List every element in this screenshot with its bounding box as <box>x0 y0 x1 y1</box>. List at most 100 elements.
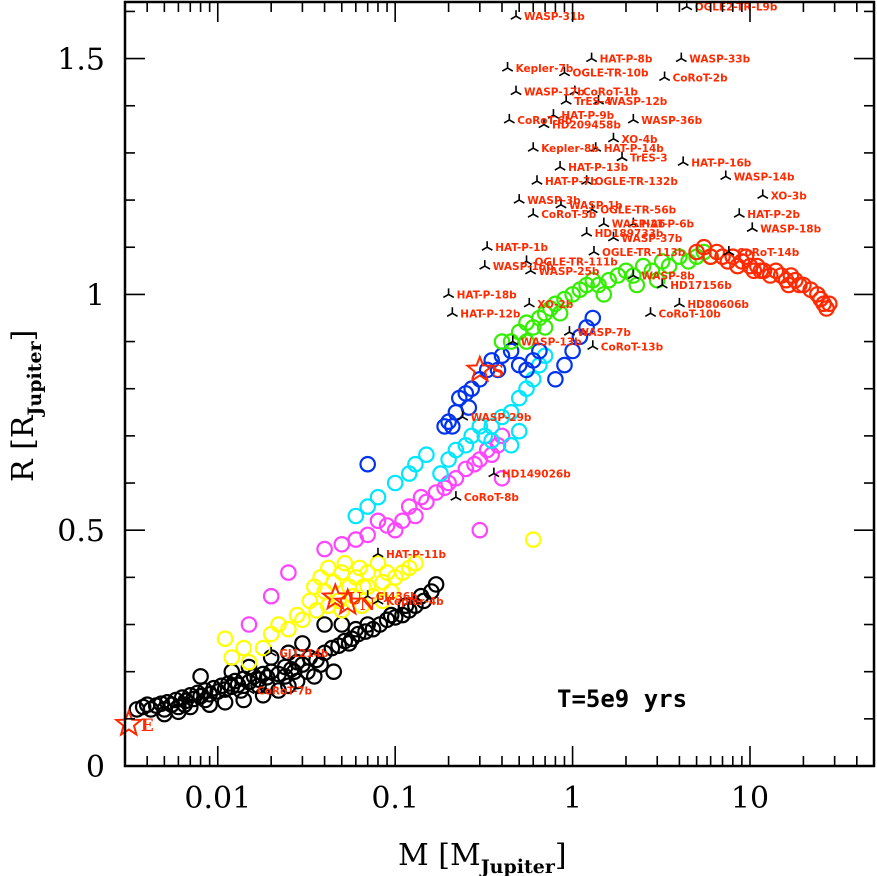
known-planet-marker-30 <box>746 222 758 233</box>
solar-planet-marker-3 <box>464 354 495 383</box>
known-planet-marker-15 <box>607 132 620 143</box>
known-planet-marker-17 <box>527 142 539 152</box>
known-planet-marker-36 <box>588 245 600 256</box>
known-planet-labels: OGLE2-TR-L9b WASP-31b HAT-P-8b WASP-33b Kepl… <box>257 2 822 698</box>
series-2-point-27 <box>493 469 511 487</box>
series-1-point-2 <box>240 653 258 671</box>
known-planet-label-22: OGLE-TR-132b <box>595 176 679 188</box>
known-planet-label-57: GJ1214b <box>279 648 329 660</box>
known-planet-marker-13 <box>503 113 515 124</box>
series-1-point-36 <box>270 616 287 633</box>
solar-planet-label-0: E <box>141 716 154 736</box>
known-planet-marker-22 <box>581 175 593 185</box>
known-planet-marker-20 <box>554 161 566 171</box>
series-6-point-8 <box>733 253 751 270</box>
series-2-point-26 <box>471 521 489 539</box>
known-planet-marker-9 <box>592 95 605 105</box>
series-0-point-84 <box>397 597 415 614</box>
known-planet-label-24: XO-3b <box>771 190 808 202</box>
series-0-point-79 <box>299 663 316 680</box>
known-planet-marker-54 <box>372 547 384 558</box>
series-1-point-0 <box>216 630 234 647</box>
series-3-point-12 <box>471 418 489 435</box>
known-planet-label-10: TrES-4 <box>574 96 612 108</box>
known-planet-marker-19 <box>677 156 689 167</box>
known-planet-marker-5 <box>558 66 571 77</box>
known-planet-label-21: WASP-14b <box>734 172 795 184</box>
series-0-point-74 <box>201 696 218 713</box>
y-tick-label-0: 0 <box>86 750 105 785</box>
known-planet-label-1: WASP-31b <box>524 11 585 23</box>
known-planet-marker-32 <box>598 217 610 228</box>
known-planet-label-33: HD189733b <box>595 228 664 240</box>
known-planet-label-31: HAT-P-6b <box>641 219 694 231</box>
series-0-point-78 <box>280 677 297 695</box>
series-2-point-20 <box>466 455 483 473</box>
known-planet-label-49: WASP-13b <box>521 337 582 349</box>
axes: 0.01 0.1 1 10 0 0.5 1 1.5 <box>57 2 875 816</box>
solar-planet-marker-2 <box>332 586 363 616</box>
solar-planet-marker-0 <box>113 708 144 737</box>
series-0-point-29 <box>245 668 263 685</box>
plot-frame <box>123 0 876 768</box>
known-planet-label-11: HAT-P-9b <box>561 110 614 122</box>
y-axis-title-main: R [R <box>6 414 41 482</box>
series-1-point-1 <box>223 649 241 666</box>
x-tick-label-2: 1 <box>563 781 582 816</box>
series-5-point-6 <box>542 300 559 317</box>
known-planet-label-26: WASP-1b <box>569 200 623 212</box>
known-planet-label-44: XO-2b <box>537 299 574 311</box>
series-5-point-17 <box>624 267 642 284</box>
known-planet-label-56: Kepler-4b <box>386 596 444 608</box>
series-2-point-25 <box>493 427 511 445</box>
series-2-point-8 <box>378 517 396 534</box>
series-4-point-24 <box>460 399 478 416</box>
x-axis-title-sub: Jupiter <box>479 856 556 876</box>
known-planet-markers <box>243 0 769 695</box>
known-planet-label-32: WASP-2b <box>612 219 666 231</box>
known-planet-label-41: WASP-8b <box>641 271 695 283</box>
series-5-point-19 <box>643 262 661 280</box>
known-planet-label-53: CoRoT-8b <box>464 492 520 504</box>
known-planet-marker-10 <box>560 95 572 105</box>
known-planet-label-52: HD149026b <box>502 469 571 481</box>
series-1-point-23 <box>369 554 387 572</box>
known-planet-label-5: OGLE-TR-10b <box>573 68 649 80</box>
series-5-point-29 <box>551 304 569 322</box>
series-6-point-7 <box>729 257 746 275</box>
series-0-point-63 <box>294 635 311 652</box>
known-planet-label-38: OGLE-TR-111b <box>535 256 619 268</box>
known-planet-label-6: CoRoT-2b <box>673 73 729 85</box>
series-0-point-82 <box>359 616 376 633</box>
series-3-point-8 <box>440 451 457 468</box>
series-1-point-4 <box>262 625 280 643</box>
series-1-point-5 <box>280 620 297 638</box>
series-6-point-27 <box>737 248 755 266</box>
known-planet-label-40: WASP-25b <box>539 266 600 278</box>
series-3-point-7 <box>432 465 449 482</box>
series-3-point-22 <box>502 436 520 454</box>
known-planet-label-9: WASP-12b <box>607 96 668 108</box>
known-planet-label-2: HAT-P-8b <box>600 54 653 66</box>
series-3-point-24 <box>510 422 528 440</box>
series-5-point-28 <box>536 319 554 336</box>
series-2-point-13 <box>412 488 430 506</box>
series-0-point-89 <box>250 677 267 695</box>
known-planet-label-0: OGLE2-TR-L9b <box>695 2 778 14</box>
series-0-point-85 <box>412 587 430 605</box>
series-0-point-57 <box>427 576 445 593</box>
solar-planet-label-2: N <box>360 595 376 615</box>
series-0-point-81 <box>340 635 358 652</box>
known-planet-label-13: CoRoT-6b <box>517 115 573 127</box>
series-5-point-27 <box>518 333 535 350</box>
known-planet-marker-23 <box>531 175 543 185</box>
known-planet-label-43: HAT-P-18b <box>457 289 518 301</box>
known-planet-label-3: WASP-33b <box>689 54 750 66</box>
known-planet-label-4: Kepler-7b <box>516 63 574 75</box>
series-1-point-38 <box>235 639 252 657</box>
known-planet-label-25: WASP-3b <box>527 195 581 207</box>
series-1-point-33 <box>374 592 391 610</box>
series-0-point-92 <box>285 663 303 680</box>
series-5-point-21 <box>660 257 678 275</box>
series-6-point-26 <box>820 295 838 313</box>
